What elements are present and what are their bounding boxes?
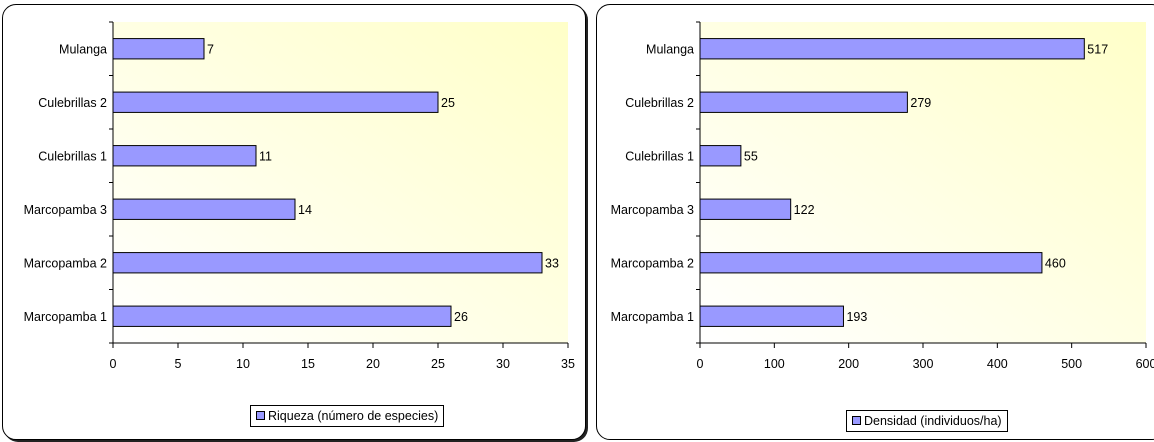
plot-area <box>113 22 568 343</box>
x-tick-label: 15 <box>301 357 315 371</box>
x-tick-label: 200 <box>838 357 859 371</box>
plot-area <box>700 22 1146 343</box>
bar-value-label: 25 <box>441 96 455 110</box>
x-tick-label: 20 <box>366 357 380 371</box>
bar-value-label: 193 <box>846 310 867 324</box>
category-label: Mulanga <box>646 42 694 56</box>
category-label: Culebrillas 1 <box>38 149 107 163</box>
x-tick-label: 300 <box>913 357 934 371</box>
x-tick-label: 30 <box>496 357 510 371</box>
x-tick-label: 25 <box>431 357 445 371</box>
bar <box>112 252 543 274</box>
category-label: Marcopamba 3 <box>24 203 107 217</box>
legend-swatch <box>256 411 265 420</box>
x-tick-label: 0 <box>697 357 704 371</box>
bar-value-label: 460 <box>1045 256 1066 270</box>
legend-label: Riqueza (número de especies) <box>268 409 439 423</box>
bar-value-label: 33 <box>545 256 559 270</box>
category-label: Marcopamba 2 <box>24 256 107 270</box>
bar <box>699 252 1043 274</box>
x-tick-label: 35 <box>561 357 575 371</box>
x-tick-label: 0 <box>110 357 117 371</box>
legend-riqueza: Riqueza (número de especies) <box>250 405 445 427</box>
bar <box>112 145 257 167</box>
category-label: Culebrillas 2 <box>38 96 107 110</box>
x-tick-label: 100 <box>764 357 785 371</box>
x-tick-label: 400 <box>987 357 1008 371</box>
legend-label: Densidad (individuos/ha) <box>864 414 1002 428</box>
bar <box>699 198 792 220</box>
bar-value-label: 122 <box>794 203 815 217</box>
category-label: Culebrillas 2 <box>625 96 694 110</box>
densidad-bar-chart: 0 100 200 300 400 500 600 193 Marcopamba 1 460 Mar… <box>611 21 1154 371</box>
bar-value-label: 7 <box>207 42 214 56</box>
axes <box>696 21 1147 348</box>
bar-value-label: 11 <box>259 149 272 163</box>
bar <box>112 198 296 220</box>
x-tick-label: 500 <box>1061 357 1082 371</box>
bar <box>112 305 452 327</box>
x-tick-label: 10 <box>236 357 250 371</box>
legend-swatch <box>852 416 861 425</box>
category-label: Culebrillas 1 <box>625 149 694 163</box>
riqueza-bar-chart: 0 5 10 15 20 25 30 35 26 Marcopamba 1 33 Marcopamba… <box>24 21 575 371</box>
x-tick-label: 5 <box>175 357 182 371</box>
category-label: Marcopamba 3 <box>611 203 694 217</box>
category-label: Mulanga <box>59 42 107 56</box>
legend-densidad: Densidad (individuos/ha) <box>846 410 1008 432</box>
bar <box>699 305 844 327</box>
category-label: Marcopamba 2 <box>611 256 694 270</box>
category-label: Marcopamba 1 <box>611 310 694 324</box>
bar-value-label: 279 <box>910 96 931 110</box>
bar <box>112 38 205 60</box>
bar <box>699 91 908 113</box>
axes <box>109 21 569 348</box>
bar-value-label: 14 <box>298 203 312 217</box>
bar <box>699 38 1085 60</box>
x-tick-label: 600 <box>1136 357 1154 371</box>
bar <box>699 145 742 167</box>
bar-value-label: 26 <box>454 310 468 324</box>
bar <box>112 91 439 113</box>
bar-value-label: 55 <box>744 149 758 163</box>
category-label: Marcopamba 1 <box>24 310 107 324</box>
bar-value-label: 517 <box>1087 42 1108 56</box>
